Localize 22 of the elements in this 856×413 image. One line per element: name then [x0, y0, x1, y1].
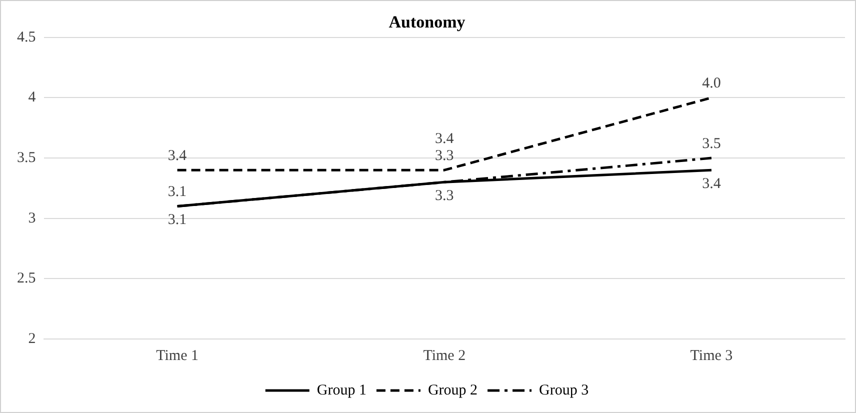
- data-label: 3.1: [168, 212, 187, 228]
- data-label: 3.4: [435, 131, 454, 148]
- x-tick-label: Time 2: [423, 348, 466, 364]
- y-tick-label: 2.5: [17, 270, 36, 287]
- data-label: 3.5: [702, 136, 721, 152]
- data-label: 3.1: [168, 184, 187, 200]
- data-label: 3.4: [168, 148, 188, 164]
- legend-label: Group 2: [428, 382, 478, 398]
- y-tick-label: 4.5: [17, 29, 36, 46]
- y-tick-label: 3: [28, 210, 36, 226]
- data-label: 3.3: [435, 148, 454, 164]
- y-tick-label: 4: [28, 90, 36, 106]
- chart-title: Autonomy: [388, 12, 466, 32]
- x-tick-label: Time 3: [690, 348, 733, 364]
- legend-label: Group 3: [539, 382, 589, 398]
- data-label: 3.4: [702, 176, 722, 192]
- legend-label: Group 1: [316, 382, 366, 398]
- y-tick-label: 3.5: [17, 150, 36, 166]
- y-tick-label: 2: [28, 330, 36, 347]
- data-label: 3.3: [435, 188, 454, 204]
- data-label: 4.0: [702, 76, 721, 92]
- x-tick-label: Time 1: [156, 348, 198, 364]
